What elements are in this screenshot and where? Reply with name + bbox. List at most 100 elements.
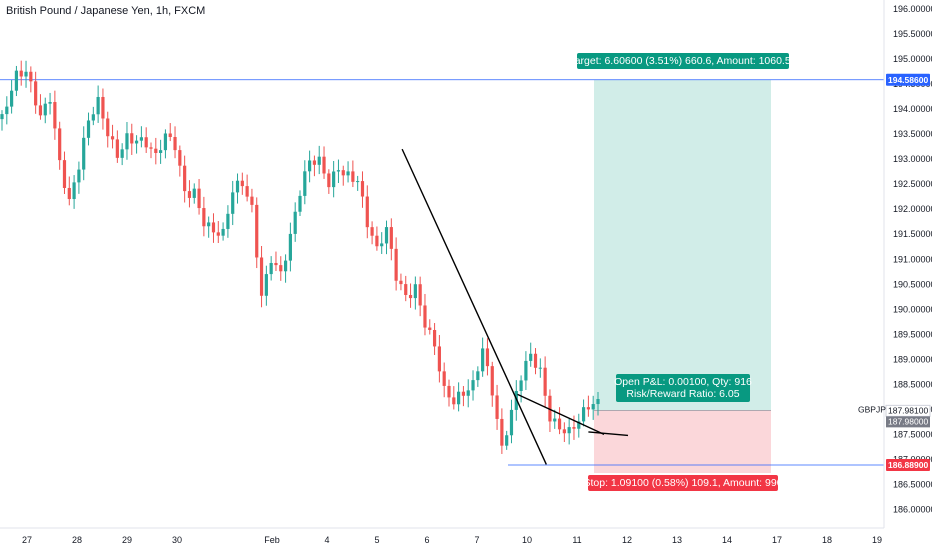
candle-body — [10, 90, 14, 107]
y-tick-label: 195.50000 — [893, 29, 932, 39]
candle-body — [581, 407, 586, 422]
candle-body — [159, 150, 163, 153]
candle-body — [173, 137, 177, 151]
candle-body — [389, 227, 393, 249]
candle-body — [255, 204, 259, 258]
candle-body — [110, 136, 115, 140]
candle-body — [428, 327, 432, 330]
candle-body — [404, 284, 408, 295]
candle-body — [192, 188, 196, 198]
candles — [0, 60, 600, 454]
candle-body — [168, 133, 172, 138]
candle-body — [471, 380, 475, 391]
candle-body — [207, 222, 211, 227]
x-tick-label: 14 — [722, 535, 732, 545]
trendline-2 — [517, 393, 605, 436]
candle-body — [557, 418, 562, 430]
candle-body — [505, 435, 509, 446]
candle-body — [336, 170, 341, 172]
candle-body — [86, 120, 91, 138]
y-tick-label: 187.50000 — [893, 429, 932, 439]
target-price-badge: 194.58600 — [888, 75, 928, 85]
candle-body — [130, 133, 134, 144]
candle-body — [38, 105, 43, 116]
candle-body — [437, 346, 441, 372]
candle-body — [312, 160, 317, 165]
candle-body — [19, 70, 23, 77]
candle-body — [481, 348, 485, 372]
candle-body — [245, 186, 249, 197]
candle-body — [457, 391, 461, 405]
candle-body — [365, 196, 369, 228]
stop-label-line: Stop: 1.09100 (0.58%) 109.1, Amount: 990 — [583, 477, 782, 489]
candle-body — [423, 305, 427, 328]
candle-body — [442, 371, 446, 386]
candle-body — [221, 228, 225, 236]
candle-body — [519, 380, 523, 391]
candle-body — [240, 180, 244, 187]
candle-body — [149, 147, 153, 149]
candle-body — [461, 391, 466, 396]
candle-body — [274, 262, 278, 266]
x-tick-label: 19 — [872, 535, 882, 545]
candle-body — [572, 427, 576, 429]
y-tick-label: 193.50000 — [893, 129, 932, 139]
x-tick-label: 7 — [474, 535, 479, 545]
candle-body — [356, 181, 360, 183]
candle-body — [211, 222, 216, 233]
x-tick-label: 10 — [522, 535, 532, 545]
y-tick-label: 186.50000 — [893, 479, 932, 489]
candle-body — [394, 248, 398, 281]
candle-body — [452, 397, 456, 405]
candle-body — [259, 257, 264, 296]
x-tick-label: 30 — [172, 535, 182, 545]
candle-body — [197, 188, 201, 209]
candle-body — [591, 404, 595, 410]
target-label-bg — [577, 53, 789, 69]
candle-body — [538, 367, 542, 369]
x-tick-label: 11 — [572, 535, 581, 545]
y-tick-label: 189.50000 — [893, 329, 932, 339]
x-tick-label: 12 — [622, 535, 632, 545]
candle-body — [120, 149, 124, 158]
candle-body — [490, 366, 494, 396]
candle-body — [596, 399, 600, 405]
candle-body — [360, 181, 365, 197]
y-tick-label: 193.00000 — [893, 154, 932, 164]
candle-body — [235, 180, 240, 193]
candle-body — [524, 360, 528, 381]
y-tick-label: 192.00000 — [893, 204, 932, 214]
y-tick-label: 190.00000 — [893, 304, 932, 314]
candle-body — [543, 367, 547, 396]
candle-body — [370, 227, 374, 236]
candle-body — [509, 409, 514, 436]
candle-body — [447, 385, 451, 398]
candle-body — [101, 96, 105, 119]
y-tick-label: 194.00000 — [893, 104, 932, 114]
y-tick-label: 192.50000 — [893, 179, 932, 189]
x-tick-label: 4 — [324, 535, 329, 545]
candle-body — [154, 148, 158, 153]
candle-body — [62, 160, 67, 188]
candle-body — [567, 427, 571, 434]
candle-body — [476, 371, 480, 381]
candle-body — [529, 353, 533, 361]
candle-body — [24, 71, 28, 77]
symbol-label: GBPJPY — [858, 404, 892, 414]
candle-body — [351, 171, 355, 182]
candle-body — [432, 329, 437, 347]
candle-body — [125, 133, 129, 150]
stop-price-badge-bg — [886, 459, 930, 472]
candle-body — [115, 139, 119, 158]
candle-body — [341, 170, 345, 176]
candle-body — [178, 150, 182, 166]
candle-body — [144, 137, 148, 148]
y-tick-label: 190.50000 — [893, 279, 932, 289]
candle-body — [384, 227, 389, 244]
candle-body — [408, 294, 413, 299]
candle-body — [288, 233, 292, 261]
x-tick-label: 28 — [72, 535, 82, 545]
candle-body — [5, 106, 9, 115]
candle-body — [264, 274, 268, 296]
